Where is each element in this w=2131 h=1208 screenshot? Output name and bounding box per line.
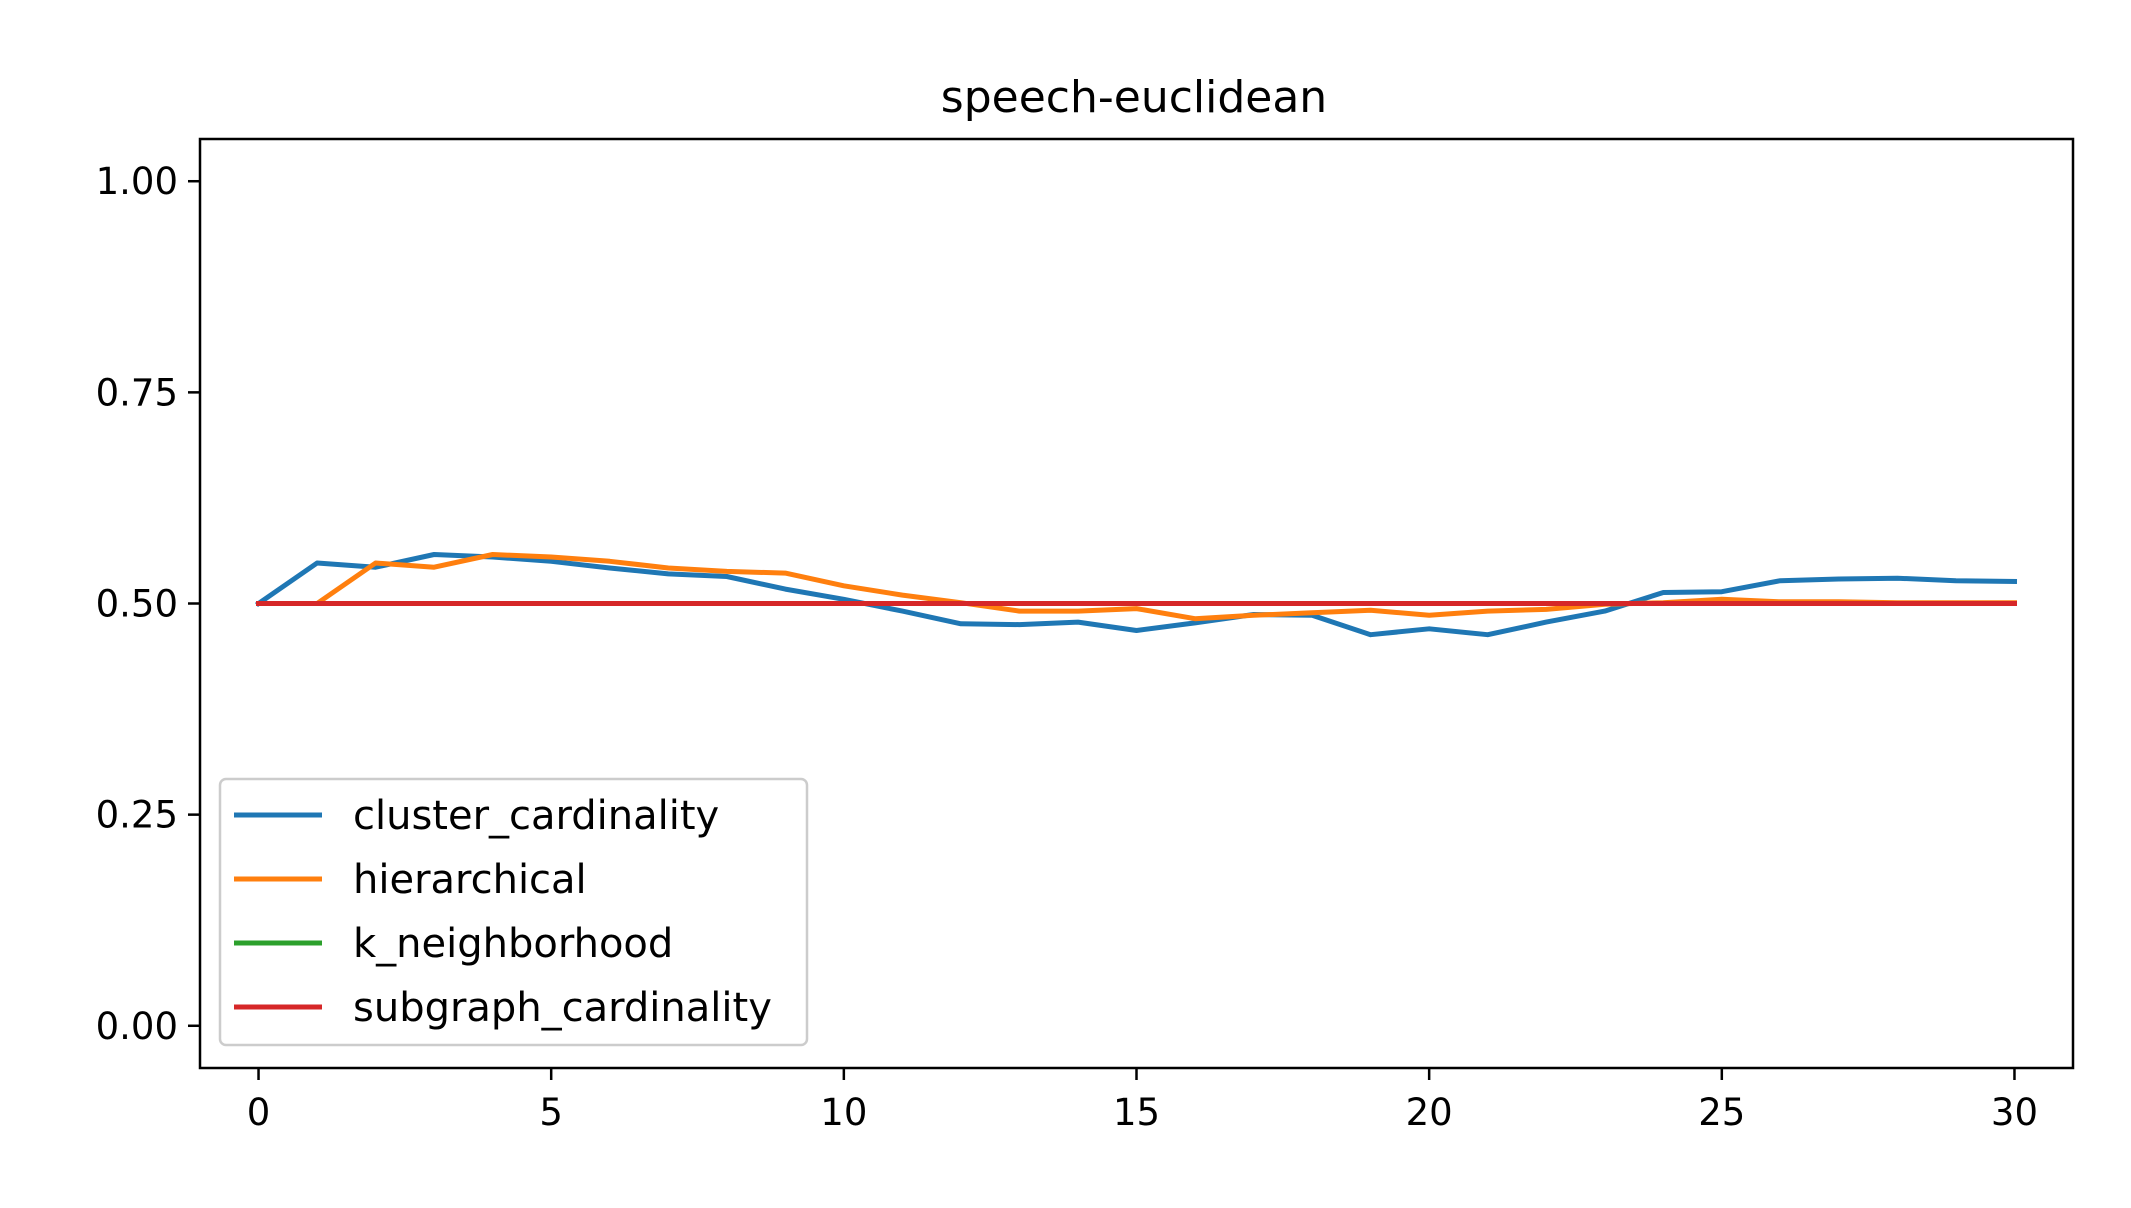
x-tick-label: 5 xyxy=(539,1091,563,1134)
legend: cluster_cardinality hierarchical k_neighbo… xyxy=(218,777,809,1047)
y-axis: 0.00 0.25 0.50 0.75 1.00 xyxy=(96,160,200,1048)
legend-label: hierarchical xyxy=(353,857,587,903)
x-tick-label: 25 xyxy=(1698,1091,1745,1134)
legend-label: cluster_cardinality xyxy=(353,793,719,839)
chart-title: speech-euclidean xyxy=(941,72,1327,123)
y-tick-label: 0.25 xyxy=(96,794,178,837)
series-layer xyxy=(255,552,2018,638)
series-line-hierarchical xyxy=(256,552,2017,622)
y-tick-label: 0.75 xyxy=(96,371,178,414)
series-line-cluster-cardinality xyxy=(255,552,2018,638)
legend-box xyxy=(218,777,809,1047)
x-tick-label: 0 xyxy=(247,1091,271,1134)
x-axis: 0 5 10 15 20 25 30 xyxy=(247,1068,2038,1134)
x-tick-label: 30 xyxy=(1991,1091,2038,1134)
x-tick-label: 20 xyxy=(1406,1091,1453,1134)
legend-label: k_neighborhood xyxy=(353,921,673,967)
y-tick-label: 0.50 xyxy=(96,583,178,626)
legend-label: subgraph_cardinality xyxy=(353,985,772,1031)
x-tick-label: 15 xyxy=(1113,1091,1160,1134)
y-tick-label: 1.00 xyxy=(96,160,178,203)
y-tick-label: 0.00 xyxy=(96,1005,178,1048)
x-tick-label: 10 xyxy=(820,1091,867,1134)
